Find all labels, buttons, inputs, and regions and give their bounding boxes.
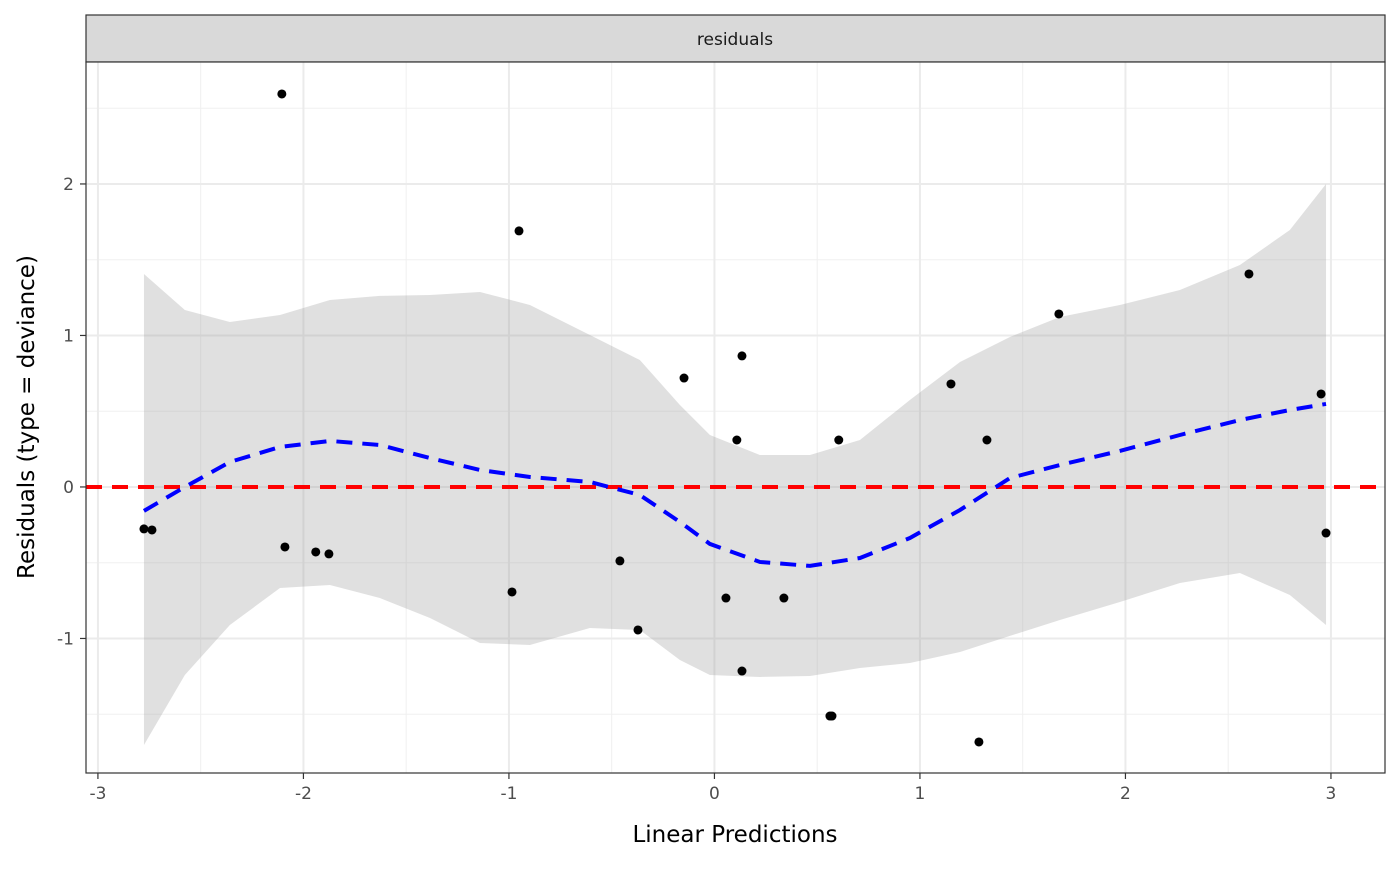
strip-background: [85, 14, 1386, 63]
data-point: [507, 587, 517, 597]
data-point: [827, 711, 837, 721]
data-point: [147, 525, 157, 535]
data-point: [514, 226, 524, 236]
data-point: [280, 542, 290, 552]
y-tick-label: 0: [63, 478, 74, 498]
confidence-ribbon: [143, 183, 1327, 745]
x-axis-label: Linear Predictions: [632, 822, 837, 848]
y-axis-label: Residuals (type = deviance): [14, 255, 40, 579]
data-point: [139, 524, 149, 534]
data-point: [737, 666, 747, 676]
data-point: [974, 737, 984, 747]
x-tick-label: 0: [709, 784, 720, 804]
data-point: [732, 435, 742, 445]
data-point: [615, 556, 625, 566]
x-tick-label: -3: [89, 784, 106, 804]
data-point: [946, 379, 956, 389]
data-point: [737, 351, 747, 361]
data-point: [779, 593, 789, 603]
data-point: [1316, 389, 1326, 399]
data-point: [721, 593, 731, 603]
x-tick-label: 2: [1120, 784, 1131, 804]
data-point: [633, 625, 643, 635]
data-point: [277, 89, 287, 99]
data-point: [311, 547, 321, 557]
data-point: [834, 435, 844, 445]
x-tick-label: 1: [915, 784, 926, 804]
data-point: [1321, 528, 1331, 538]
x-tick-label: -2: [295, 784, 312, 804]
y-tick-label: -1: [57, 629, 74, 649]
y-tick-label: 1: [63, 326, 74, 346]
strip-label: residuals: [697, 30, 773, 50]
x-tick-label: -1: [500, 784, 517, 804]
data-point: [1054, 309, 1064, 319]
data-point: [324, 549, 334, 559]
data-point: [679, 373, 689, 383]
panel-border: [85, 61, 1386, 774]
y-tick-label: 2: [63, 175, 74, 195]
smooth-line: [142, 401, 1327, 568]
x-tick-label: 3: [1326, 784, 1337, 804]
data-point: [982, 435, 992, 445]
data-point: [1244, 269, 1254, 279]
